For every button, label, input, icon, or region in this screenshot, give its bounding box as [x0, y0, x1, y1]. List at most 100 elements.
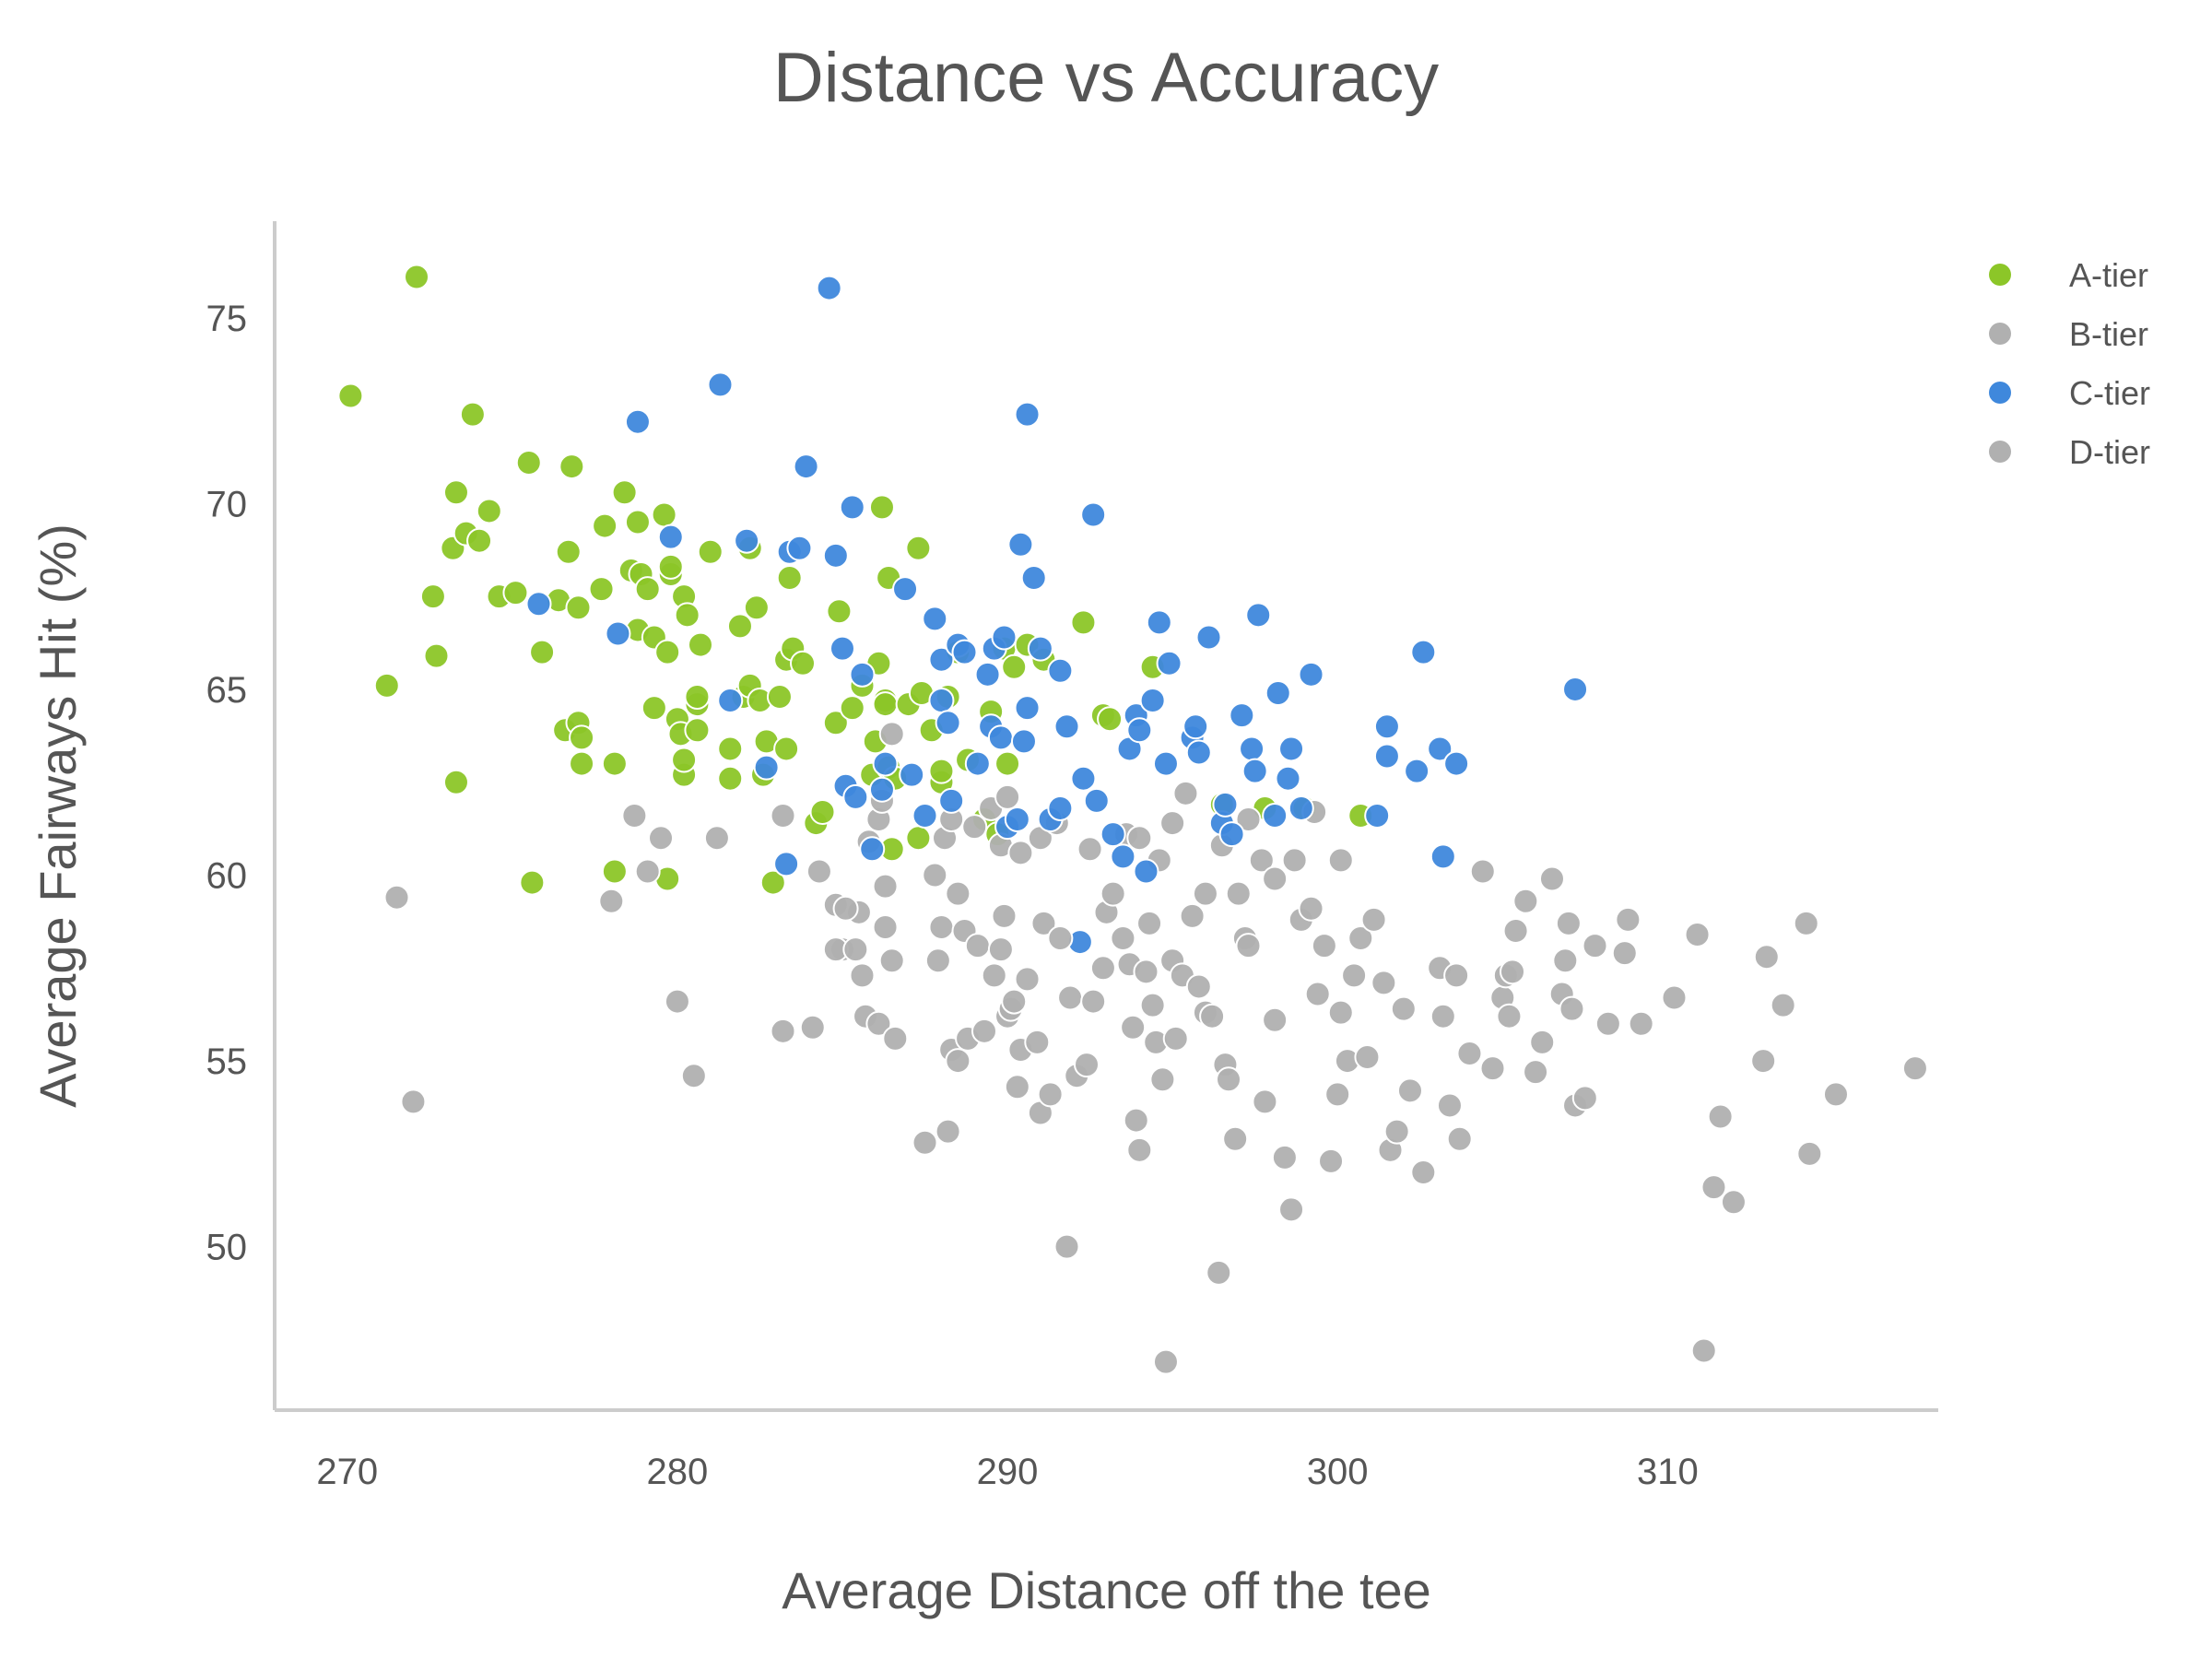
data-point-c-tier	[1053, 713, 1080, 740]
data-point-d-tier	[1529, 1029, 1556, 1055]
x-tick-label: 290	[977, 1452, 1039, 1492]
legend-marker	[1989, 323, 2011, 345]
data-point-d-tier	[1024, 1029, 1051, 1055]
data-point-b-tier	[634, 858, 661, 885]
data-point-d-tier	[1311, 933, 1337, 959]
data-point-d-tier	[872, 913, 899, 940]
data-point-d-tier	[1822, 1081, 1849, 1108]
data-point-d-tier	[928, 913, 955, 940]
data-point-c-tier	[868, 776, 895, 803]
data-point-a-tier	[687, 631, 713, 658]
data-point-c-tier	[717, 688, 744, 714]
data-point-d-tier	[1661, 984, 1688, 1011]
legend-marker	[1989, 441, 2011, 463]
data-point-c-tier	[1007, 531, 1034, 558]
data-point-d-tier	[1571, 1085, 1598, 1112]
data-point-d-tier	[1206, 1259, 1232, 1286]
data-point-c-tier	[987, 724, 1014, 751]
data-point-d-tier	[680, 1063, 707, 1089]
data-point-c-tier	[1212, 791, 1239, 818]
data-point-b-tier	[1281, 847, 1308, 874]
data-point-a-tier	[717, 765, 744, 792]
data-point-d-tier	[1750, 1048, 1777, 1075]
data-point-d-tier	[1479, 1055, 1506, 1082]
data-point-b-tier	[1077, 836, 1103, 863]
data-point-c-tier	[839, 494, 865, 521]
y-tick-label: 65	[206, 670, 248, 711]
data-point-b-tier	[872, 873, 899, 900]
data-point-d-tier	[1133, 959, 1159, 985]
data-point-a-tier	[651, 501, 677, 528]
data-point-d-tier	[1014, 966, 1041, 993]
data-point-d-tier	[1139, 992, 1166, 1018]
data-point-d-tier	[1057, 984, 1084, 1011]
data-point-a-tier	[839, 695, 865, 722]
data-point-c-tier	[1278, 735, 1305, 762]
data-point-d-tier	[1371, 970, 1397, 996]
data-point-b-tier	[1248, 847, 1275, 874]
data-point-c-tier	[935, 710, 961, 736]
x-tick-label: 300	[1307, 1452, 1369, 1492]
data-point-c-tier	[991, 624, 1018, 651]
data-point-c-tier	[1229, 702, 1255, 729]
data-point-d-tier	[832, 895, 859, 922]
data-point-c-tier	[822, 542, 849, 569]
data-point-d-tier	[1707, 1103, 1734, 1130]
x-tick-label: 280	[647, 1452, 709, 1492]
data-point-c-tier	[899, 761, 925, 788]
data-point-c-tier	[1133, 858, 1159, 885]
data-point-a-tier	[928, 758, 955, 784]
data-point-d-tier	[1720, 1189, 1747, 1216]
data-point-d-tier	[991, 902, 1018, 929]
data-point-d-tier	[1901, 1055, 1928, 1082]
data-point-a-tier	[684, 717, 711, 744]
data-point-a-tier	[419, 583, 446, 610]
data-point-a-tier	[697, 538, 724, 565]
data-point-a-tier	[822, 710, 849, 736]
data-point-c-tier	[1241, 758, 1268, 784]
data-point-b-tier	[1172, 780, 1199, 806]
data-point-c-tier	[1262, 803, 1288, 829]
data-point-a-tier	[1097, 706, 1124, 733]
data-point-c-tier	[872, 750, 899, 777]
data-point-d-tier	[1252, 1088, 1278, 1115]
data-point-c-tier	[753, 754, 780, 781]
data-point-a-tier	[790, 650, 817, 677]
legend-item: B-tier	[1989, 315, 2148, 353]
data-point-d-tier	[1047, 925, 1074, 952]
data-point-c-tier	[1146, 609, 1172, 636]
data-point-a-tier	[684, 684, 711, 710]
data-point-a-tier	[868, 494, 895, 521]
data-point-d-tier	[1390, 995, 1417, 1022]
data-point-a-tier	[601, 858, 628, 885]
data-point-a-tier	[872, 691, 899, 718]
data-point-d-tier	[1089, 955, 1116, 982]
data-point-c-tier	[1430, 843, 1456, 870]
data-point-d-tier	[1004, 1074, 1030, 1100]
data-point-d-tier	[865, 1010, 892, 1037]
legend: A-tier B-tier C-tier D-tier	[1989, 256, 2150, 471]
legend-item: C-tier	[1989, 374, 2150, 412]
data-point-a-tier	[726, 613, 753, 640]
data-point-c-tier	[707, 371, 734, 398]
data-point-b-tier	[1007, 840, 1034, 866]
data-point-d-tier	[1396, 1077, 1423, 1104]
legend-label: D-tier	[2069, 433, 2150, 471]
data-point-d-tier	[945, 1048, 971, 1075]
data-point-a-tier	[373, 672, 400, 699]
data-point-d-tier	[1100, 880, 1126, 907]
data-point-d-tier	[1436, 1092, 1463, 1119]
data-point-d-tier	[1555, 910, 1582, 936]
data-point-a-tier	[423, 642, 450, 669]
data-point-c-tier	[525, 591, 552, 618]
data-point-a-tier	[529, 639, 556, 665]
y-tick-label: 55	[206, 1041, 248, 1082]
data-point-c-tier	[786, 535, 813, 561]
x-tick-labels: 270 280 290 300 310	[316, 1452, 1698, 1492]
data-point-b-tier	[621, 803, 648, 829]
data-point-a-tier	[1070, 609, 1097, 636]
data-point-d-tier	[1615, 906, 1641, 933]
data-point-a-tier	[466, 527, 493, 554]
data-point-d-tier	[1327, 999, 1354, 1026]
